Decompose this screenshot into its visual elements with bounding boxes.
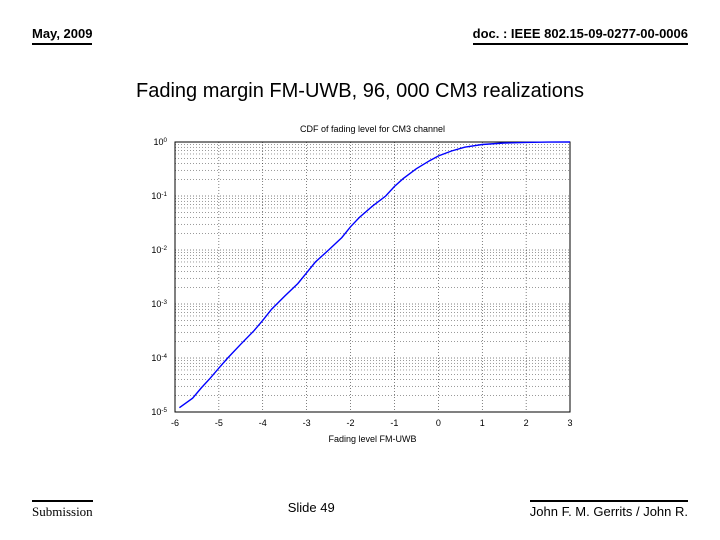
svg-text:-6: -6 — [171, 418, 179, 428]
svg-text:-3: -3 — [303, 418, 311, 428]
svg-text:10-2: 10-2 — [151, 245, 167, 256]
svg-text:0: 0 — [436, 418, 441, 428]
svg-text:100: 100 — [153, 137, 167, 148]
svg-text:-1: -1 — [390, 418, 398, 428]
svg-text:3: 3 — [567, 418, 572, 428]
svg-text:2: 2 — [524, 418, 529, 428]
svg-text:-4: -4 — [259, 418, 267, 428]
footer-slide: Slide 49 — [93, 500, 530, 520]
footer-submission: Submission — [32, 500, 93, 520]
svg-text:-2: -2 — [347, 418, 355, 428]
svg-text:10-5: 10-5 — [151, 407, 167, 418]
footer-author: John F. M. Gerrits / John R. — [530, 500, 688, 520]
svg-text:CDF of fading level for CM3 ch: CDF of fading level for CM3 channel — [300, 124, 445, 134]
svg-text:10-3: 10-3 — [151, 299, 167, 310]
svg-text:Fading level FM-UWB: Fading level FM-UWB — [328, 434, 416, 444]
header-docnum: doc. : IEEE 802.15-09-0277-00-0006 — [473, 26, 688, 45]
header-date: May, 2009 — [32, 26, 92, 45]
svg-text:10-4: 10-4 — [151, 353, 167, 364]
page-title: Fading margin FM-UWB, 96, 000 CM3 realiz… — [0, 80, 720, 103]
cdf-chart: 10-5 10-4 10-3 10-2 10-1 100 -6 -5 -4 -3 -2 -1 0 1 2 3 C… — [120, 120, 580, 450]
svg-text:10-1: 10-1 — [151, 191, 167, 202]
svg-text:1: 1 — [480, 418, 485, 428]
svg-text:-5: -5 — [215, 418, 223, 428]
